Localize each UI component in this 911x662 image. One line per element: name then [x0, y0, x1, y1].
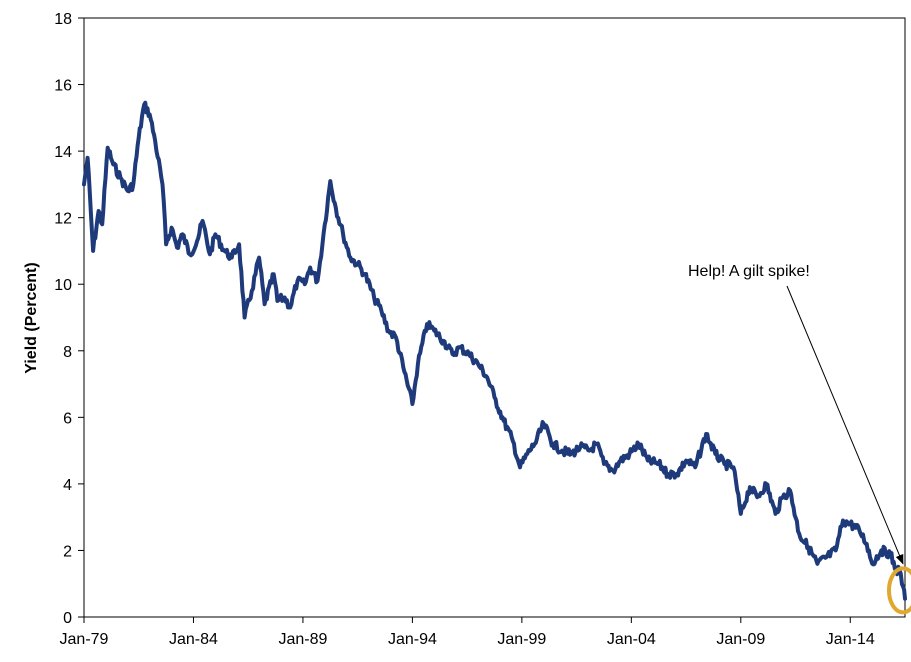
- y-axis-title: Yield (Percent): [23, 262, 40, 373]
- x-axis-ticks: Jan-79 Jan-84 Jan-89 Jan-94 Jan-99 Jan-04 Jan-…: [60, 617, 875, 648]
- y-tick-label: 16: [54, 78, 72, 95]
- y-tick-label: 8: [63, 344, 72, 361]
- x-tick-label: Jan-79: [60, 631, 109, 648]
- y-tick-label: 4: [63, 477, 72, 494]
- highlight-circle: [887, 566, 911, 615]
- y-tick-label: 6: [63, 410, 72, 427]
- y-tick-label: 2: [63, 543, 72, 560]
- x-tick-label: Jan-04: [607, 631, 656, 648]
- y-tick-label: 12: [54, 211, 72, 228]
- annotation-arrow: [786, 285, 904, 565]
- x-tick-label: Jan-94: [388, 631, 437, 648]
- annotation-label: Help! A gilt spike!: [688, 263, 810, 280]
- x-tick-label: Jan-89: [278, 631, 327, 648]
- y-tick-label: 10: [54, 277, 72, 294]
- x-tick-label: Jan-09: [716, 631, 765, 648]
- y-tick-label: 18: [54, 11, 72, 28]
- plot-area-frame: [83, 17, 906, 618]
- y-tick-label: 0: [63, 610, 72, 627]
- y-tick-label: 14: [54, 144, 72, 161]
- x-tick-label: Jan-84: [169, 631, 218, 648]
- series-line: [82, 100, 907, 601]
- x-tick-label: Jan-99: [497, 631, 546, 648]
- y-axis-ticks: 0 2 4 6 8 10 12 14 16 18: [54, 11, 84, 627]
- x-tick-label: Jan-14: [826, 631, 875, 648]
